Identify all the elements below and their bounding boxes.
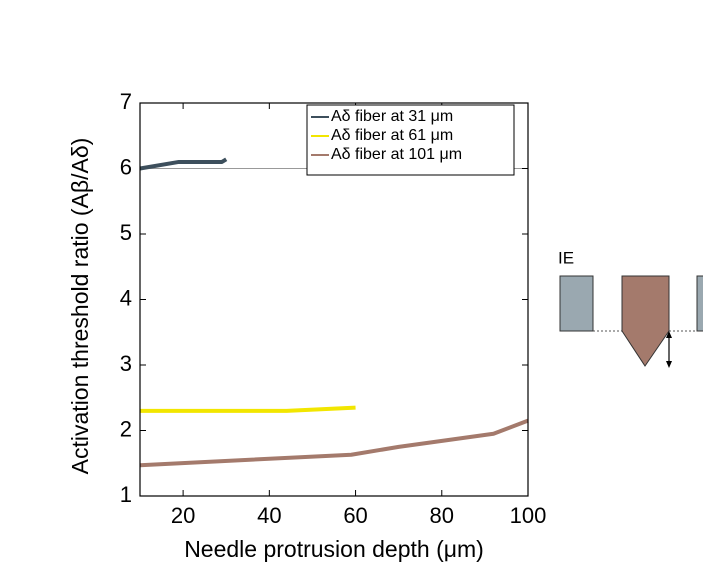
x-tick-label: 100: [510, 503, 547, 528]
y-tick-label: 6: [120, 154, 132, 179]
y-tick-label: 7: [120, 89, 132, 114]
y-tick-label: 4: [120, 285, 132, 310]
legend-label: Aδ fiber at 31 μm: [331, 108, 453, 125]
electrode-diagram: [559, 275, 703, 368]
electrode: [559, 275, 594, 332]
arrow-head: [666, 361, 672, 368]
plot-frame: [139, 102, 529, 497]
line: [139, 157, 228, 171]
x-tick-label: 40: [257, 503, 281, 528]
x-tick-label: 20: [171, 503, 195, 528]
legend-label: Aδ fiber at 61 μm: [331, 127, 453, 144]
x-tick-label: 60: [343, 503, 367, 528]
y-axis-label: Activation threshold ratio (Aβ/Aδ): [67, 138, 93, 475]
needle: [621, 275, 670, 367]
arrow-head: [666, 331, 672, 338]
legend-label: Aδ fiber at 101 μm: [331, 146, 462, 163]
y-tick-label: 2: [120, 416, 132, 441]
line: [139, 418, 529, 468]
annotation: IE: [558, 248, 574, 267]
line: [140, 405, 356, 413]
y-tick-label: 5: [120, 220, 132, 245]
legend: Aδ fiber at 31 μm Aδ fiber at 61 μm Aδ fib…: [306, 104, 515, 176]
x-tick-label: 80: [430, 503, 454, 528]
y-tick-label: 3: [120, 351, 132, 376]
y-tick-label: 1: [120, 482, 132, 507]
electrode: [696, 275, 703, 332]
x-axis-label: Needle protrusion depth (μm): [184, 536, 484, 562]
legend-box: [306, 104, 515, 176]
